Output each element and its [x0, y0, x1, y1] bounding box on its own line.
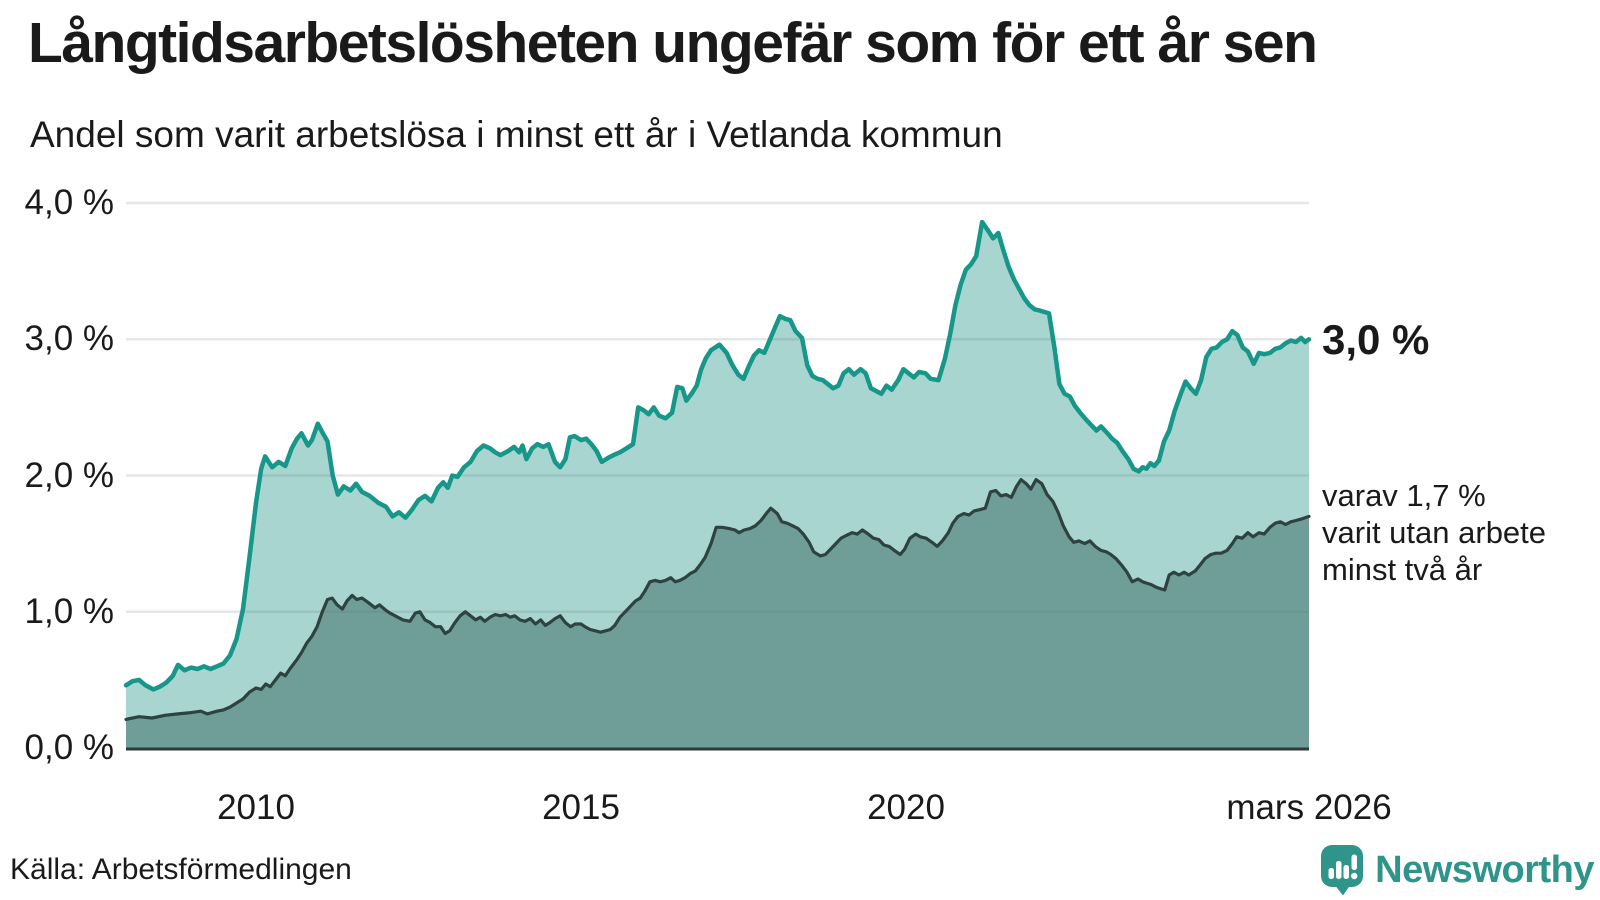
- x-tick-label: 2010: [217, 788, 295, 827]
- x-tick-label: 2020: [867, 788, 945, 827]
- bar-chart-speech-bubble-icon: [1321, 845, 1364, 896]
- area-fill-lower: [126, 479, 1309, 748]
- page-title: Långtidsarbetslösheten ungefär som för e…: [28, 11, 1318, 75]
- newsworthy-brand: Newsworthy: [1320, 844, 1594, 896]
- annotation-secondary-note: varav 1,7 % varit utan arbete minst två …: [1322, 477, 1546, 588]
- annotation-last-value: 3,0 %: [1322, 316, 1430, 363]
- line-primary-series: [123, 219, 1312, 692]
- line-secondary-series: [124, 478, 1311, 722]
- annotation-note-line: varav 1,7 %: [1322, 478, 1486, 513]
- annotation-note-line: minst två år: [1322, 552, 1483, 587]
- y-tick-label: 0,0 %: [24, 728, 115, 767]
- area-fill-between-lines: [126, 222, 1309, 720]
- y-tick-label: 4,0 %: [24, 183, 115, 222]
- source-label: Källa: Arbetsförmedlingen: [10, 853, 352, 886]
- x-tick-label: 2015: [542, 788, 620, 827]
- newsworthy-wordmark: Newsworthy: [1375, 848, 1594, 891]
- y-tick-label: 1,0 %: [24, 591, 115, 631]
- page-subtitle: Andel som varit arbetslösa i minst ett å…: [30, 114, 1003, 155]
- y-tick-label: 3,0 %: [24, 319, 115, 359]
- annotation-note-line: varit utan arbete: [1322, 515, 1547, 550]
- x-tick-label: mars 2026: [1226, 788, 1392, 827]
- y-tick-label: 2,0 %: [24, 455, 115, 495]
